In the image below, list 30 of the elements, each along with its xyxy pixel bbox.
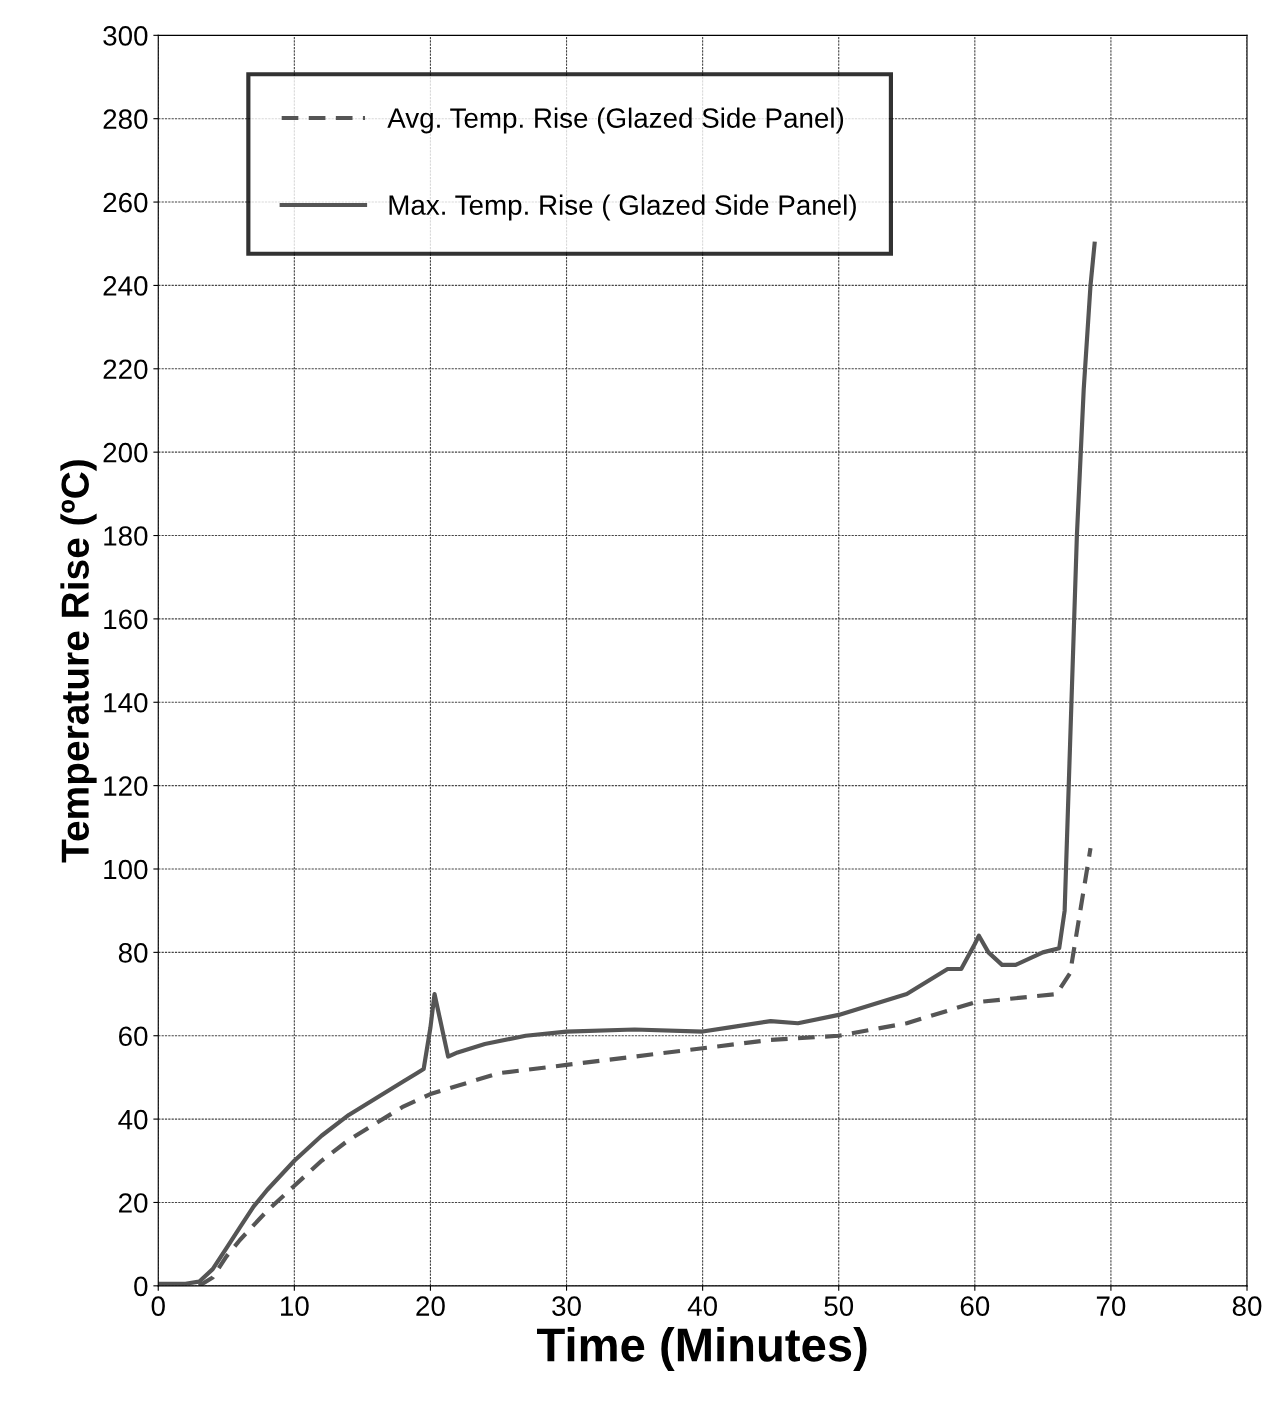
- y-tick-label: 60: [119, 1026, 148, 1047]
- y-tick-label: 220: [103, 359, 148, 380]
- x-tick-label: 30: [552, 1296, 581, 1316]
- y-tick-label: 160: [104, 609, 148, 630]
- x-tick-label: 40: [687, 1296, 717, 1316]
- line-series: [158, 241, 1097, 1286]
- y-tick-label: 200: [103, 442, 148, 463]
- x-tick-label: 70: [1096, 1296, 1126, 1316]
- y-tick-label: 260: [103, 192, 148, 213]
- y-tick-label: 120: [104, 776, 148, 796]
- y-tick-label: 180: [104, 526, 148, 546]
- y-axis-title: Temperature Rise (ºC): [60, 460, 97, 863]
- y-tick-label: 20: [119, 1193, 148, 1213]
- x-tick-label: 20: [416, 1296, 445, 1316]
- x-tick-label: 0: [151, 1296, 165, 1316]
- x-tick-label: 50: [824, 1296, 854, 1316]
- y-tick-label: 80: [118, 943, 148, 963]
- y-tick-label: 0: [134, 1276, 148, 1297]
- y-tick-label: 140: [104, 692, 148, 713]
- x-tick-label: 60: [960, 1296, 990, 1316]
- y-tick-label: 100: [104, 859, 148, 880]
- legend-label: Avg. Temp. Rise (Glazed Side Panel): [387, 107, 844, 134]
- x-axis-title: Time (Minutes): [536, 1327, 867, 1372]
- y-tick-label: 280: [103, 109, 148, 130]
- x-tick-label: 80: [1232, 1296, 1262, 1316]
- x-tick-label: 10: [281, 1296, 309, 1316]
- y-tick-label: 240: [103, 276, 148, 296]
- legend-label: Max. Temp. Rise ( Glazed Side Panel): [389, 194, 856, 221]
- y-tick-label: 300: [103, 25, 148, 46]
- y-tick-label: 40: [118, 1109, 148, 1130]
